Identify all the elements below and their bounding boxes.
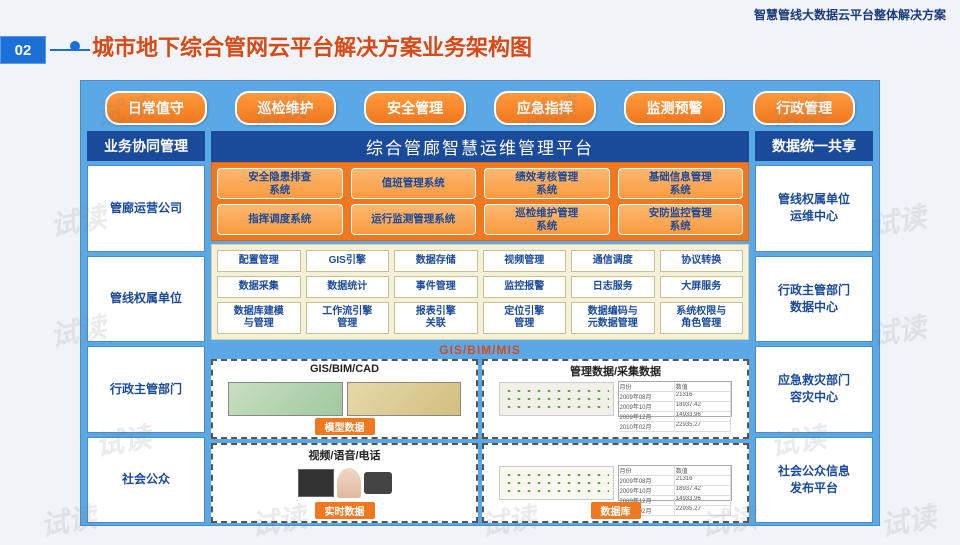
system-cell: 绩效考核管理 系统	[484, 168, 610, 199]
service-cell: 配置管理	[217, 250, 301, 272]
service-cell: 事件管理	[394, 276, 478, 298]
top-tab: 行政管理	[753, 91, 855, 125]
side-box: 应急救灾部门 容灾中心	[755, 346, 873, 433]
system-cell: 运行监测管理系统	[351, 204, 477, 235]
center-title: 综合管廊智慧运维管理平台	[211, 131, 749, 162]
service-cell: 定位引擎 管理	[483, 302, 567, 334]
system-cell: 安防监控管理 系统	[618, 204, 744, 235]
side-box: 管线权属单位 运维中心	[755, 165, 873, 252]
system-cell: 安全隐患排查 系统	[217, 168, 343, 199]
data-source-label: 模型数据	[315, 418, 375, 435]
data-source-title: GIS/BIM/CAD	[310, 363, 379, 375]
service-cell: 数据库建模 与管理	[217, 302, 301, 334]
gis-bim-mis-label: GIS/BIM/MIS	[211, 340, 749, 358]
service-cell: 工作流引擎 管理	[306, 302, 390, 334]
mock-graphic	[228, 461, 461, 505]
side-box: 社会公众信息 发布平台	[755, 437, 873, 524]
data-source-label: 实时数据	[315, 502, 375, 519]
service-cell: 视频管理	[483, 250, 567, 272]
main-title: 城市地下综合管网云平台解决方案业务架构图	[92, 30, 532, 62]
data-sources-grid: GIS/BIM/CAD 模型数据 管理数据/采集数据月份数值2009年08月2131…	[211, 359, 749, 523]
service-cell: 协议转换	[660, 250, 744, 272]
top-tab: 巡检维护	[235, 91, 337, 125]
right-column: 数据统一共享 管线权属单位 运维中心行政主管部门 数据中心应急救灾部门 容灾中心…	[755, 131, 873, 523]
service-cell: 报表引擎 关联	[394, 302, 478, 334]
side-box: 行政主管部门	[87, 346, 205, 433]
service-cell: 大屏服务	[660, 276, 744, 298]
service-cell: 通信调度	[571, 250, 655, 272]
data-source-title: 视频/语音/电话	[308, 447, 380, 463]
side-box: 行政主管部门 数据中心	[755, 256, 873, 343]
title-row: 城市地下综合管网云平台解决方案业务架构图	[70, 30, 532, 62]
service-cell: 数据统计	[306, 276, 390, 298]
right-col-header: 数据统一共享	[755, 131, 873, 161]
side-box: 管廊运营公司	[87, 165, 205, 252]
top-tab: 安全管理	[364, 91, 466, 125]
mock-table: 月份数值2009年08月213162009年10月18937.422009年12…	[618, 465, 733, 501]
side-box: 管线权属单位	[87, 256, 205, 343]
services-panel: 配置管理GIS引擎数据存储视频管理通信调度协议转换数据采集数据统计事件管理监控报…	[211, 244, 749, 340]
data-source-cell: 视频/语音/电话实时数据	[211, 443, 478, 523]
data-source-cell: 月份数值2009年08月213162009年10月18937.422009年12…	[482, 443, 749, 523]
service-cell: 数据采集	[217, 276, 301, 298]
top-tab: 监测预警	[624, 91, 726, 125]
service-cell: 监控报警	[483, 276, 567, 298]
top-tab: 日常值守	[105, 91, 207, 125]
mock-graphic: 月份数值2009年08月213162009年10月18937.422009年12…	[499, 461, 732, 505]
system-cell: 值班管理系统	[351, 168, 477, 199]
page-number-badge: 02	[0, 36, 46, 64]
left-col-header: 业务协同管理	[87, 131, 205, 161]
mock-graphic	[228, 377, 461, 421]
service-cell: 系统权限与 角色管理	[660, 302, 744, 334]
service-cell: 数据存储	[394, 250, 478, 272]
data-source-label: 数据库	[591, 502, 641, 519]
top-tab: 应急指挥	[494, 91, 596, 125]
system-cell: 巡检维护管理 系统	[484, 204, 610, 235]
systems-panel: 安全隐患排查 系统值班管理系统绩效考核管理 系统基础信息管理 系统指挥调度系统运…	[211, 162, 749, 241]
system-cell: 基础信息管理 系统	[618, 168, 744, 199]
data-source-cell: GIS/BIM/CAD 模型数据	[211, 359, 478, 439]
mock-graphic: 月份数值2009年08月213162009年10月18937.422009年12…	[499, 377, 732, 421]
side-box: 社会公众	[87, 437, 205, 524]
mock-table: 月份数值2009年08月213162009年10月18937.422009年12…	[618, 381, 733, 417]
data-source-cell: 管理数据/采集数据月份数值2009年08月213162009年10月18937.…	[482, 359, 749, 439]
system-cell: 指挥调度系统	[217, 204, 343, 235]
center-column: 综合管廊智慧运维管理平台 安全隐患排查 系统值班管理系统绩效考核管理 系统基础信…	[211, 131, 749, 523]
service-cell: GIS引擎	[306, 250, 390, 272]
watermark: 试读	[877, 495, 939, 544]
service-cell: 数据编码与 元数据管理	[571, 302, 655, 334]
title-dot-icon	[70, 41, 80, 51]
top-tabs-row: 日常值守巡检维护安全管理应急指挥监测预警行政管理	[81, 81, 879, 131]
left-column: 业务协同管理 管廊运营公司管线权属单位行政主管部门社会公众	[87, 131, 205, 523]
architecture-diagram: 日常值守巡检维护安全管理应急指挥监测预警行政管理 业务协同管理 管廊运营公司管线…	[80, 80, 880, 526]
service-cell: 日志服务	[571, 276, 655, 298]
data-source-title: 管理数据/采集数据	[570, 363, 661, 379]
header-subtitle: 智慧管线大数据云平台整体解决方案	[754, 6, 946, 23]
